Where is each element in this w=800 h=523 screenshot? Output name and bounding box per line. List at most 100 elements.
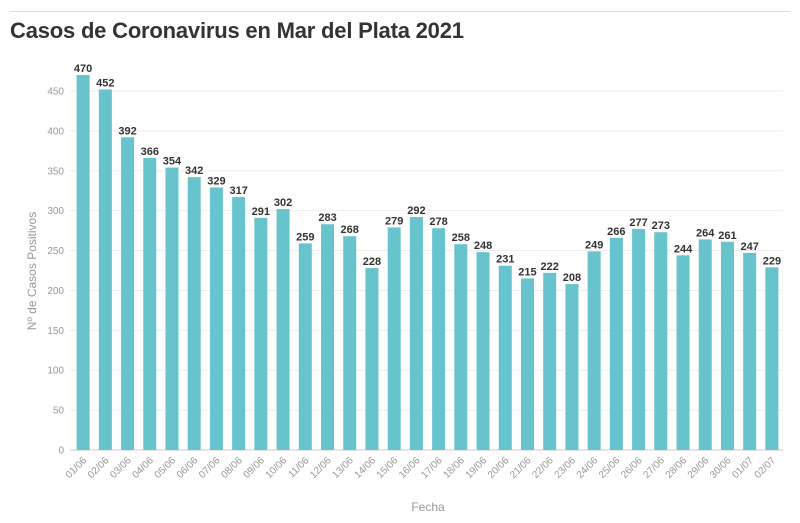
bar-23/06 xyxy=(565,284,579,450)
bar-09/06 xyxy=(254,217,268,450)
y-tick-label: 450 xyxy=(47,87,64,98)
y-tick-label: 300 xyxy=(47,206,64,217)
x-tick-label: 19/06 xyxy=(464,455,490,481)
data-label: 244 xyxy=(674,243,693,255)
bar-15/06 xyxy=(387,227,401,450)
data-label: 366 xyxy=(141,146,159,158)
x-tick-label: 12/06 xyxy=(308,455,334,481)
x-tick-label: 01/07 xyxy=(730,455,756,481)
bar-30/06 xyxy=(720,241,734,450)
bar-01/06 xyxy=(76,75,90,451)
x-tick-label: 04/06 xyxy=(130,455,156,481)
bar-20/06 xyxy=(498,265,512,450)
y-tick-label: 100 xyxy=(47,366,64,377)
bar-18/06 xyxy=(454,244,468,450)
y-tick-label: 200 xyxy=(47,286,64,297)
x-tick-label: 10/06 xyxy=(264,455,290,481)
x-tick-label: 29/06 xyxy=(686,455,712,481)
bar-02/07 xyxy=(765,267,779,450)
bar-29/06 xyxy=(698,239,712,450)
data-label: 258 xyxy=(452,232,470,244)
y-tick-label: 400 xyxy=(47,126,64,137)
x-tick-label: 21/06 xyxy=(508,455,534,481)
bar-07/06 xyxy=(209,187,223,450)
x-tick-label: 30/06 xyxy=(708,455,734,481)
x-tick-label: 05/06 xyxy=(153,455,179,481)
data-label: 342 xyxy=(185,165,203,177)
x-tick-label: 02/07 xyxy=(753,455,779,481)
chart-title: Casos de Coronavirus en Mar del Plata 20… xyxy=(10,18,464,43)
y-tick-label: 250 xyxy=(47,246,64,257)
bar-06/06 xyxy=(187,177,201,450)
x-tick-label: 07/06 xyxy=(197,455,223,481)
data-label: 215 xyxy=(518,266,536,278)
bar-12/06 xyxy=(321,224,335,450)
data-label: 452 xyxy=(96,77,114,89)
bar-13/06 xyxy=(343,236,357,450)
y-tick-label: 350 xyxy=(47,166,64,177)
data-label: 248 xyxy=(474,240,492,252)
y-tick-label: 50 xyxy=(53,406,65,417)
data-label: 292 xyxy=(407,205,425,217)
bar-19/06 xyxy=(476,252,490,450)
x-tick-label: 11/06 xyxy=(286,455,311,480)
x-tick-label: 15/06 xyxy=(375,455,401,481)
data-label: 273 xyxy=(652,220,670,232)
data-label: 329 xyxy=(207,176,225,188)
bar-25/06 xyxy=(609,237,623,450)
data-label: 354 xyxy=(163,156,182,168)
data-label: 291 xyxy=(252,206,270,218)
data-label: 268 xyxy=(341,224,359,236)
bar-08/06 xyxy=(232,197,246,450)
data-label: 261 xyxy=(718,230,736,242)
x-tick-label: 28/06 xyxy=(664,455,690,481)
x-tick-label: 08/06 xyxy=(219,455,245,481)
bar-14/06 xyxy=(365,268,379,450)
y-tick-label: 150 xyxy=(47,326,64,337)
data-label: 470 xyxy=(74,63,92,75)
x-tick-label: 23/06 xyxy=(553,455,579,481)
x-tick-label: 01/06 xyxy=(64,455,90,481)
x-tick-label: 02/06 xyxy=(86,455,112,481)
x-axis-label: Fecha xyxy=(411,500,445,514)
data-label: 283 xyxy=(318,212,336,224)
data-label: 228 xyxy=(363,256,381,268)
x-tick-label: 24/06 xyxy=(575,455,601,481)
x-tick-label: 09/06 xyxy=(242,455,268,481)
data-label: 279 xyxy=(385,215,403,227)
y-axis-label: Nº de Casos Positivos xyxy=(25,212,39,330)
data-label: 231 xyxy=(496,254,514,266)
bar-05/06 xyxy=(165,167,179,450)
data-label: 277 xyxy=(629,217,647,229)
x-tick-label: 25/06 xyxy=(597,455,623,481)
x-tick-label: 17/06 xyxy=(419,455,445,481)
data-label: 264 xyxy=(696,227,715,239)
bar-16/06 xyxy=(409,217,423,450)
bar-01/07 xyxy=(743,252,757,450)
x-tick-label: 14/06 xyxy=(353,455,379,481)
x-tick-label: 03/06 xyxy=(108,455,134,481)
bar-11/06 xyxy=(298,243,312,450)
data-label: 249 xyxy=(585,239,603,251)
bar-21/06 xyxy=(520,278,534,450)
x-tick-label: 13/06 xyxy=(330,455,356,481)
bar-10/06 xyxy=(276,209,290,450)
x-tick-label: 06/06 xyxy=(175,455,201,481)
bar-04/06 xyxy=(143,158,157,450)
data-label: 302 xyxy=(274,197,292,209)
data-label: 259 xyxy=(296,231,314,243)
data-label: 317 xyxy=(229,185,247,197)
data-label: 392 xyxy=(118,125,136,137)
data-label: 208 xyxy=(563,272,581,284)
data-label: 278 xyxy=(429,216,447,228)
x-tick-label: 16/06 xyxy=(397,455,423,481)
top-divider xyxy=(10,11,790,12)
bar-02/06 xyxy=(98,89,112,450)
bar-28/06 xyxy=(676,255,690,450)
x-tick-label: 20/06 xyxy=(486,455,512,481)
x-tick-label: 27/06 xyxy=(641,455,667,481)
x-tick-label: 26/06 xyxy=(619,455,645,481)
x-tick-label: 18/06 xyxy=(441,455,467,481)
y-tick-label: 0 xyxy=(58,446,64,457)
